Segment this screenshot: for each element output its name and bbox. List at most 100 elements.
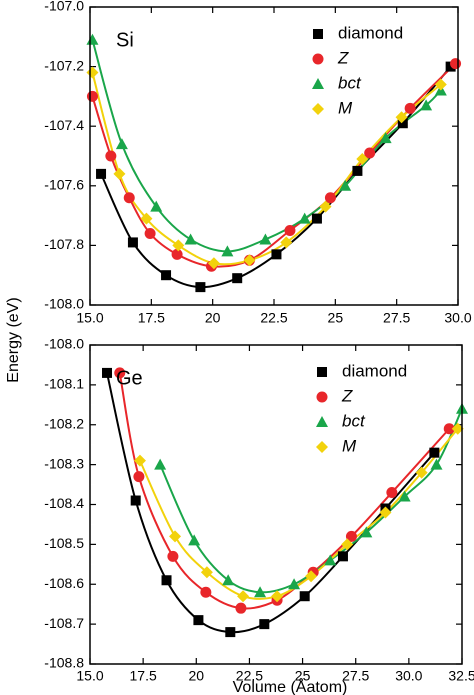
y-tick-label: -107.0 [44,0,84,14]
marker [341,538,354,551]
marker [144,227,156,239]
legend-label: M [342,436,357,455]
marker [397,118,408,129]
marker [259,619,270,630]
marker [169,530,182,543]
marker [232,273,243,284]
marker [430,458,443,470]
x-tick-label: 15.0 [76,310,103,326]
y-tick-label: -108.7 [44,615,84,631]
marker [225,627,236,638]
x-tick-label: 27.5 [342,668,369,684]
y-tick-label: -108.1 [44,376,84,392]
legend-label: bct [342,411,366,430]
x-tick-label: 20 [188,668,204,684]
marker [299,591,310,602]
marker [254,586,267,598]
marker [386,487,398,499]
y-tick-label: -108.0 [44,296,84,312]
marker [313,29,323,39]
marker [133,471,145,483]
legend-label: Z [341,386,353,405]
fit-curve [159,408,462,594]
marker [171,248,183,260]
marker [404,102,416,114]
y-tick-label: -108.3 [44,455,84,471]
marker [429,447,440,458]
x-tick-label: 25 [295,668,311,684]
fit-curve [106,372,436,634]
y-tick-label: -107.6 [44,177,84,193]
legend-label: M [338,98,353,117]
marker [379,506,392,519]
marker [305,570,318,583]
marker [288,578,301,590]
marker [150,200,163,212]
marker [284,225,296,236]
x-tick-label: 22.5 [236,668,263,684]
x-tick-label: 30.0 [395,668,422,684]
marker [379,132,392,144]
marker [398,490,411,502]
marker [311,213,322,224]
marker [271,590,284,603]
marker [352,165,363,176]
y-tick-label: -108.2 [44,415,84,431]
legend-label: bct [338,73,362,92]
marker [356,152,369,165]
marker [280,236,293,249]
panel-label: Si [116,29,134,51]
panel-label: Ge [116,367,143,389]
x-tick-label: 32.5 [448,668,474,684]
marker [312,103,324,115]
marker [360,526,373,538]
marker [324,192,336,204]
marker [86,66,99,79]
fit-curve [139,428,459,600]
x-tick-label: 17.5 [138,310,165,326]
marker [188,534,201,546]
marker [207,257,220,270]
marker [237,590,250,603]
marker [193,615,204,626]
marker [130,495,141,506]
fit-curve [91,39,442,253]
marker [115,138,128,150]
legend-label: diamond [338,23,403,42]
y-axis-label: Energy (eV) [5,297,22,382]
fit-curve [118,372,450,610]
marker [298,212,311,224]
marker [133,454,146,467]
marker [339,179,352,191]
x-tick-label: 20 [205,310,221,326]
x-tick-label: 27.5 [383,310,410,326]
marker [450,58,462,70]
marker [345,530,357,542]
marker [154,458,167,470]
marker [443,423,455,435]
marker [434,78,447,91]
marker [140,212,153,225]
legend-label: Z [337,48,349,67]
marker [312,53,324,65]
marker [123,192,135,204]
x-axis-label: Volume (Åatom) [233,677,348,695]
marker [312,78,324,89]
marker [114,367,126,379]
marker [195,282,206,293]
marker [415,466,428,479]
marker [200,586,212,598]
plot-frame [89,344,463,665]
y-tick-label: -108.4 [44,495,84,511]
marker [316,416,328,427]
marker [86,33,99,45]
marker [200,566,213,579]
marker [105,150,117,162]
marker [319,200,332,213]
plot-frame [89,6,459,306]
legend-label: diamond [342,361,407,380]
y-tick-label: -107.2 [44,57,84,73]
y-tick-label: -108.0 [44,336,84,352]
marker [243,254,256,267]
